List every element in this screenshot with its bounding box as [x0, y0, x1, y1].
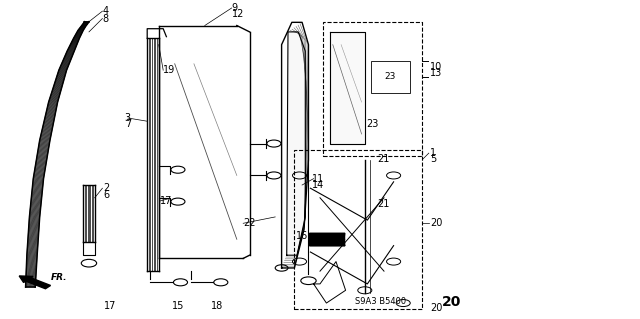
Polygon shape — [330, 32, 365, 144]
Polygon shape — [287, 32, 305, 255]
Text: 20: 20 — [430, 218, 442, 228]
Text: 15: 15 — [172, 301, 184, 311]
Text: 8: 8 — [102, 13, 109, 24]
Text: 10: 10 — [430, 62, 442, 72]
Text: 20: 20 — [430, 303, 442, 313]
Text: 12: 12 — [232, 9, 244, 19]
Text: 23: 23 — [366, 119, 378, 130]
Text: 1: 1 — [430, 148, 436, 158]
Text: 18: 18 — [211, 301, 223, 311]
Text: 2: 2 — [104, 183, 110, 193]
Text: 9: 9 — [232, 3, 238, 13]
Text: 20: 20 — [442, 295, 461, 309]
Text: 17: 17 — [104, 301, 116, 311]
Text: 5: 5 — [430, 154, 436, 165]
Bar — [371, 61, 410, 93]
Text: 22: 22 — [243, 218, 256, 228]
Text: S9A3 B5400: S9A3 B5400 — [355, 297, 406, 306]
Text: 11: 11 — [312, 174, 324, 184]
Text: 4: 4 — [102, 6, 109, 16]
Text: 21: 21 — [378, 199, 390, 209]
Text: 7: 7 — [125, 119, 131, 130]
Text: 16: 16 — [296, 231, 308, 241]
Text: 23: 23 — [385, 72, 396, 81]
Text: 21: 21 — [378, 154, 390, 165]
Text: 13: 13 — [430, 68, 442, 78]
FancyArrow shape — [19, 276, 51, 289]
Text: 14: 14 — [312, 180, 324, 190]
Bar — [294, 150, 422, 309]
Text: 6: 6 — [104, 189, 110, 200]
Text: FR.: FR. — [51, 273, 68, 282]
Text: 3: 3 — [125, 113, 131, 123]
Bar — [323, 22, 422, 156]
Text: 17: 17 — [160, 196, 172, 206]
Text: 19: 19 — [163, 65, 175, 75]
